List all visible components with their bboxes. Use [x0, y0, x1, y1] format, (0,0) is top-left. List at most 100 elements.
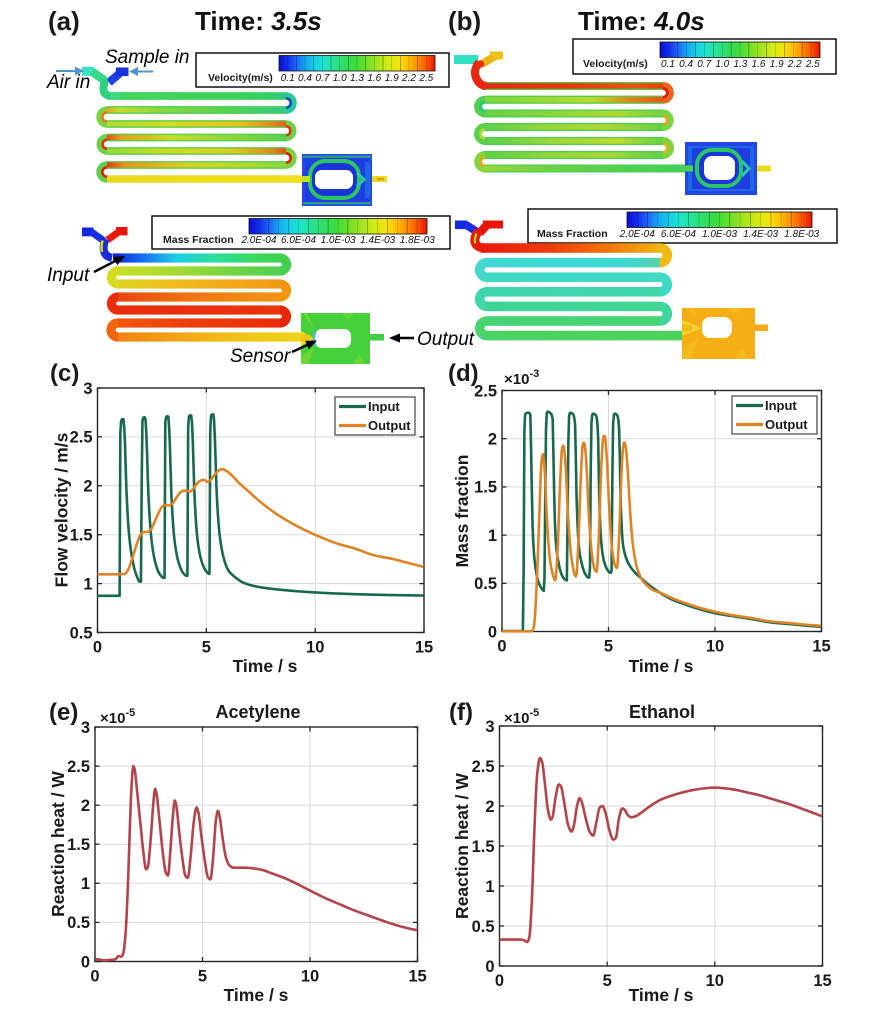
svg-text:1.5: 1.5 — [474, 479, 497, 497]
svg-text:0: 0 — [497, 638, 506, 656]
svg-text:(a): (a) — [48, 6, 80, 36]
svg-text:3: 3 — [485, 718, 494, 736]
svg-text:5: 5 — [198, 968, 207, 986]
svg-text:1.3: 1.3 — [350, 73, 364, 84]
svg-text:2.0E-04: 2.0E-04 — [619, 229, 655, 240]
svg-text:0.5: 0.5 — [67, 914, 90, 932]
svg-text:15: 15 — [408, 968, 426, 986]
svg-text:2.5: 2.5 — [805, 59, 820, 70]
svg-text:(c): (c) — [50, 360, 79, 387]
svg-text:0.1: 0.1 — [661, 59, 675, 70]
svg-text:0: 0 — [90, 968, 99, 986]
svg-text:1.8E-03: 1.8E-03 — [400, 235, 435, 246]
svg-text:0.5: 0.5 — [472, 918, 495, 936]
svg-text:1.4E-03: 1.4E-03 — [360, 235, 395, 246]
svg-text:5: 5 — [604, 638, 613, 656]
svg-text:1.9: 1.9 — [770, 59, 784, 70]
svg-text:1.0E-03: 1.0E-03 — [702, 229, 737, 240]
svg-text:Time / s: Time / s — [629, 985, 694, 1005]
svg-text:Velocity(m/s): Velocity(m/s) — [583, 58, 648, 70]
svg-text:15: 15 — [812, 638, 830, 656]
svg-text:1.5: 1.5 — [67, 836, 90, 854]
svg-text:0: 0 — [488, 623, 497, 641]
svg-text:1.4E-03: 1.4E-03 — [743, 229, 778, 240]
svg-text:(b): (b) — [448, 6, 481, 36]
svg-text:Flow velocity / m/s: Flow velocity / m/s — [52, 432, 72, 587]
svg-text:1.0: 1.0 — [333, 73, 347, 84]
svg-text:10: 10 — [706, 972, 724, 990]
svg-text:2.5: 2.5 — [474, 382, 497, 400]
svg-text:Sensor: Sensor — [230, 346, 291, 367]
svg-text:Input: Input — [47, 265, 90, 286]
svg-text:Acetylene: Acetylene — [215, 702, 300, 722]
svg-text:1.5: 1.5 — [70, 527, 93, 545]
svg-text:(d): (d) — [448, 360, 479, 387]
svg-text:2: 2 — [81, 797, 90, 815]
svg-text:Mass Fraction: Mass Fraction — [163, 234, 234, 246]
svg-text:0.5: 0.5 — [474, 575, 497, 593]
svg-text:1: 1 — [485, 878, 494, 896]
svg-text:1: 1 — [81, 875, 90, 893]
svg-text:10: 10 — [301, 968, 319, 986]
svg-text:2.5: 2.5 — [472, 758, 495, 776]
svg-text:1.6: 1.6 — [752, 59, 766, 70]
svg-text:1: 1 — [488, 527, 497, 545]
svg-text:Input: Input — [368, 399, 400, 414]
svg-text:Time: 3.5s: Time: 3.5s — [195, 6, 322, 36]
svg-text:1.3: 1.3 — [733, 59, 747, 70]
svg-text:2.5: 2.5 — [70, 429, 93, 447]
svg-text:0.4: 0.4 — [679, 59, 693, 70]
svg-text:0: 0 — [93, 639, 102, 657]
svg-text:Input: Input — [765, 398, 797, 413]
svg-text:(e): (e) — [49, 699, 78, 726]
svg-text:Reaction heat / W: Reaction heat / W — [452, 773, 472, 919]
svg-text:Sample in: Sample in — [105, 47, 190, 68]
svg-text:2.0E-04: 2.0E-04 — [240, 235, 276, 246]
svg-text:Output: Output — [417, 329, 475, 350]
svg-text:Time / s: Time / s — [629, 656, 694, 676]
svg-text:6.0E-04: 6.0E-04 — [281, 235, 316, 246]
svg-text:Mass Fraction: Mass Fraction — [537, 228, 608, 240]
svg-text:Time: 4.0s: Time: 4.0s — [578, 6, 705, 36]
svg-text:Ethanol: Ethanol — [629, 702, 695, 722]
svg-text:15: 15 — [813, 972, 831, 990]
svg-text:2: 2 — [485, 798, 494, 816]
svg-text:15: 15 — [415, 639, 433, 657]
svg-text:2.5: 2.5 — [67, 758, 90, 776]
svg-text:0.7: 0.7 — [697, 59, 711, 70]
svg-text:1.6: 1.6 — [367, 73, 381, 84]
svg-text:2.2: 2.2 — [401, 73, 416, 84]
svg-text:0: 0 — [81, 953, 90, 971]
svg-text:(f): (f) — [449, 699, 473, 726]
svg-text:1.0: 1.0 — [715, 59, 729, 70]
svg-text:0.1: 0.1 — [281, 73, 295, 84]
svg-text:Mass fraction: Mass fraction — [452, 455, 472, 568]
svg-text:0: 0 — [485, 958, 494, 976]
svg-text:2: 2 — [83, 478, 92, 496]
svg-text:10: 10 — [706, 638, 724, 656]
svg-text:0: 0 — [495, 972, 504, 990]
svg-text:1.9: 1.9 — [385, 73, 399, 84]
svg-text:2: 2 — [488, 431, 497, 449]
svg-text:1: 1 — [83, 575, 92, 593]
svg-text:Reaction heat / W: Reaction heat / W — [48, 771, 68, 917]
svg-text:1.5: 1.5 — [472, 838, 495, 856]
svg-text:1.0E-03: 1.0E-03 — [321, 235, 356, 246]
svg-text:Output: Output — [765, 417, 808, 432]
svg-text:Air in: Air in — [46, 72, 90, 93]
svg-text:0.5: 0.5 — [70, 624, 93, 642]
svg-text:5: 5 — [603, 972, 612, 990]
svg-text:Velocity(m/s): Velocity(m/s) — [208, 72, 273, 84]
svg-text:2.2: 2.2 — [787, 59, 802, 70]
svg-text:10: 10 — [306, 639, 324, 657]
svg-text:6.0E-04: 6.0E-04 — [661, 229, 696, 240]
svg-text:0.4: 0.4 — [298, 73, 312, 84]
svg-text:3: 3 — [83, 380, 92, 398]
svg-text:Time / s: Time / s — [224, 985, 289, 1005]
svg-text:2.5: 2.5 — [418, 73, 433, 84]
svg-text:0.7: 0.7 — [315, 73, 329, 84]
svg-text:5: 5 — [202, 639, 211, 657]
svg-text:1.8E-03: 1.8E-03 — [784, 229, 819, 240]
svg-text:Output: Output — [368, 418, 411, 433]
svg-text:Time / s: Time / s — [233, 656, 298, 676]
